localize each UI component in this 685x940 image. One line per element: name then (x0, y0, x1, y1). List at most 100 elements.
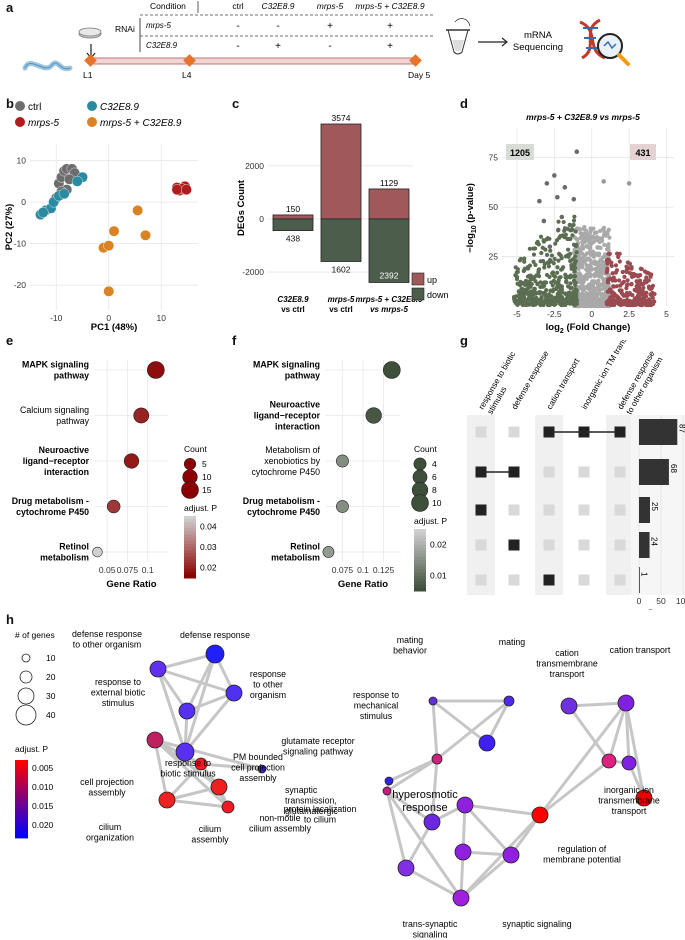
network-node-label: inorganic ion (604, 785, 654, 795)
volcano-point-down (522, 266, 527, 272)
col-c32: C32E8.9 (261, 1, 294, 11)
timepoint-day5-marker (409, 54, 422, 67)
network-node (257, 764, 267, 774)
volcano-point-down (557, 301, 563, 306)
degs-category-comparison: vs mrps-5 (370, 305, 408, 314)
network-edge (463, 803, 513, 857)
padj-legend-step (414, 587, 426, 592)
padj-legend-step (184, 537, 196, 542)
volcano-point-ns (590, 294, 595, 300)
padj-legend-step (184, 543, 196, 548)
volcano-point-up (635, 274, 641, 279)
volcano-xtick: -5 (513, 309, 521, 319)
upset-bar-label: 25 (650, 502, 659, 511)
volcano-point-ns (599, 238, 604, 243)
network-node-label: transmembrane (536, 659, 598, 669)
volcano-point-ns (578, 231, 583, 236)
volcano-point-down (545, 236, 550, 241)
padj-legend-step (414, 556, 426, 561)
pca-point-c32e8-9 (71, 175, 83, 187)
network-node (428, 696, 438, 706)
genes-legend-circle (21, 653, 31, 663)
network-edge (388, 757, 438, 783)
volcano-point-down (558, 275, 563, 280)
volcano-point-down (550, 296, 555, 301)
term-label: Retinol (290, 542, 320, 552)
volcano-point-ns (580, 265, 585, 270)
volcano-point-up (605, 278, 611, 283)
volcano-point-down (567, 251, 573, 256)
volcano-point-ns (601, 227, 606, 232)
padj-legend-step (414, 532, 426, 536)
volcano-point-up (642, 279, 648, 284)
row-c32: C32E8.9 (146, 41, 178, 50)
network-padj-step (15, 770, 28, 774)
network-edge (157, 652, 216, 671)
degs-ytick: -2000 (242, 267, 264, 277)
network-node-label: synaptic (285, 785, 318, 795)
volcano-point-down (533, 278, 538, 284)
padj-legend-step (184, 565, 196, 570)
term-label: interaction (275, 422, 320, 432)
network-node (431, 753, 443, 765)
padj-legend-label: 0.01 (430, 571, 447, 581)
term-dot (106, 499, 121, 514)
volcano-point-down (541, 238, 546, 243)
network-node-label: response to (95, 677, 141, 687)
volcano-point-ns (593, 262, 599, 267)
network-node-label: membrane potential (543, 855, 621, 865)
count-legend-title: Count (184, 444, 207, 454)
padj-legend-step (414, 563, 426, 567)
volcano-point-ns (600, 263, 605, 268)
volcano-point-down (569, 264, 574, 270)
volcano-point-ns (597, 291, 602, 296)
count-legend-label: 10 (202, 472, 212, 482)
padj-legend-step (414, 547, 426, 552)
volcano-ylabel: −log10 (p-value) (465, 183, 478, 253)
pca-point-mrps-5-c32e8-9 (103, 285, 115, 297)
row-mrps5: mrps-5 (146, 21, 171, 30)
volcano-point-down (538, 234, 544, 239)
volcano-point-down (551, 261, 556, 266)
volcano-point-down (519, 281, 524, 286)
col-mrps5: mrps-5 (317, 1, 344, 11)
network-padj-step (15, 780, 28, 784)
degs-category-name: mrps-5 + C32E8.9 (356, 295, 423, 304)
volcano-point-down (571, 218, 577, 223)
network-node (617, 694, 635, 712)
rnai-cell: - (236, 21, 239, 32)
volcano-point-up (647, 286, 652, 291)
volcano-point-up (617, 278, 622, 283)
network-node-label: assembly (88, 788, 126, 798)
padj-legend-step (414, 541, 426, 545)
volcano-point-down (567, 222, 572, 227)
volcano-point-up (637, 283, 642, 288)
pca-ytick: 0 (21, 197, 26, 207)
network-node (502, 846, 520, 864)
network-node (531, 806, 549, 824)
volcano-point-up (624, 269, 629, 274)
volcano-point-up (625, 302, 630, 307)
panel-label-g: g (460, 333, 468, 348)
term-dot (133, 407, 150, 424)
worm-icon (22, 60, 73, 72)
volcano-point-down (543, 293, 548, 298)
rnai-cell: - (276, 21, 279, 32)
dot-xtick: 0.125 (373, 565, 395, 575)
network-node-label: biotic stimulus (160, 769, 216, 779)
enrichment-network: # of genes 10 20 30 40 adjust. P 0.005 0.010 0.0… (15, 629, 671, 938)
timepoint-l4-marker (183, 54, 196, 67)
volcano-point-up (610, 271, 615, 276)
rnai-cell: + (387, 41, 393, 52)
upset-xtick: 100 (676, 596, 685, 606)
network-edge (460, 853, 512, 900)
pca-point-mrps-5 (171, 184, 183, 196)
volcano-point-down (531, 259, 536, 264)
volcano-point-up (618, 301, 624, 306)
upset-dot-off (578, 539, 590, 551)
term-label: Neuroactive (39, 445, 89, 455)
degs-bar-down (368, 218, 410, 283)
